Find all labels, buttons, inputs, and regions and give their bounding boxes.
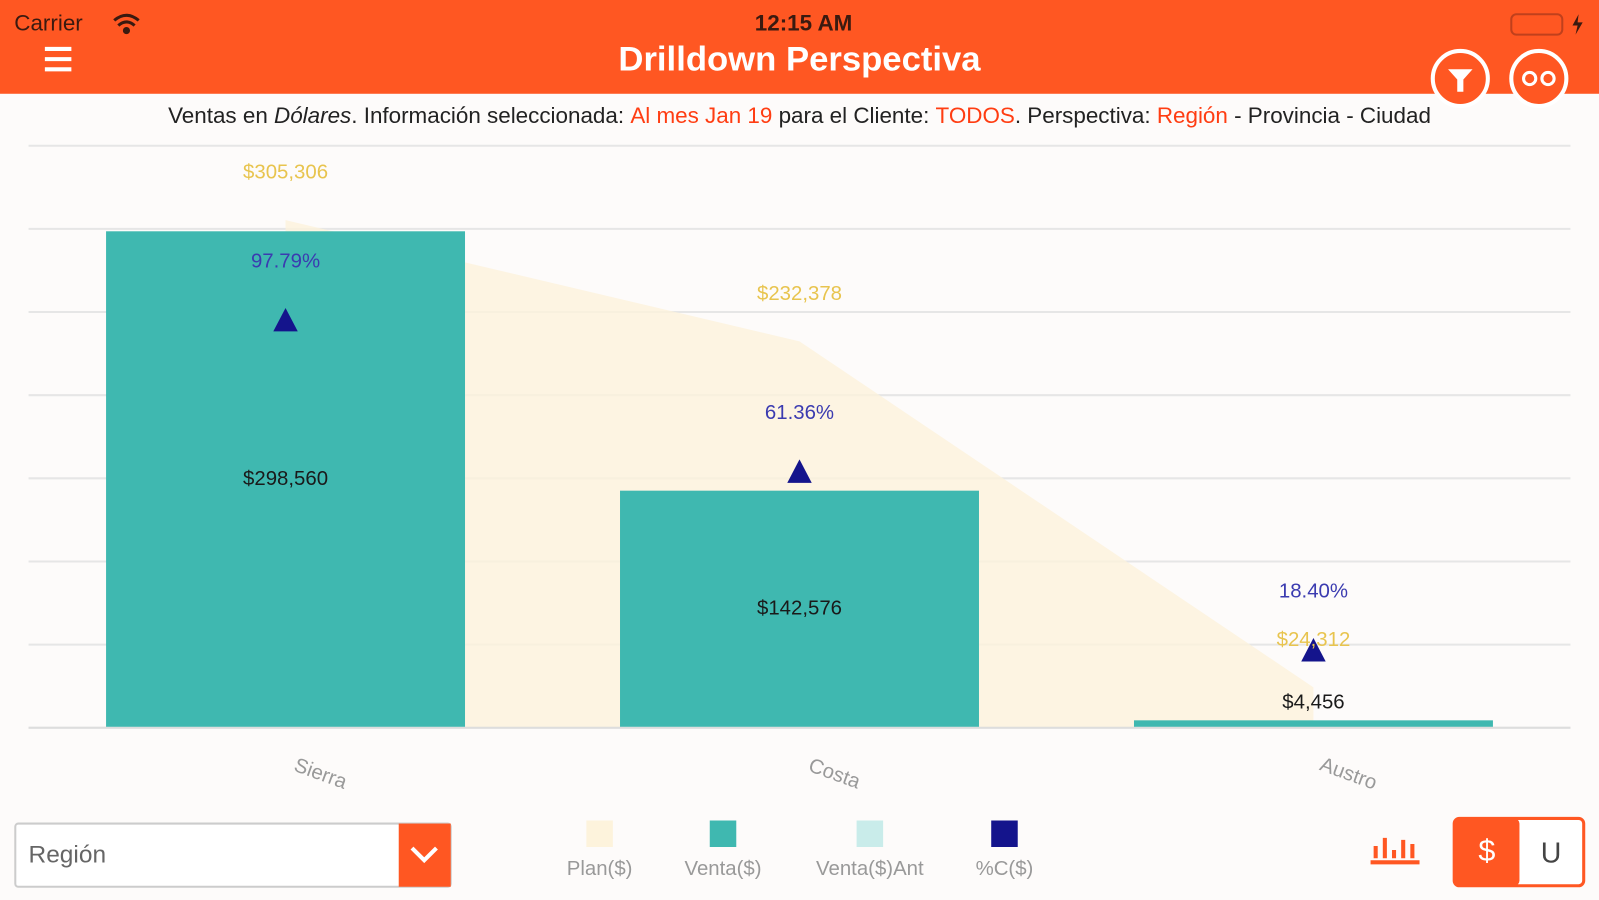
dropdown-label: Región (29, 842, 107, 869)
subtitle-segment: Ventas en (168, 103, 274, 128)
battery-icon (1510, 13, 1583, 36)
percent-label: 18.40% (1279, 581, 1348, 603)
toggle-units[interactable]: U (1541, 838, 1562, 870)
unit-toggle[interactable]: $ U (1452, 816, 1586, 888)
legend-swatch (856, 820, 884, 847)
legend-label: Venta($) (684, 858, 761, 880)
bar-label: $298,560 (243, 468, 328, 490)
filter-button[interactable] (1430, 48, 1490, 109)
legend-swatch (709, 820, 737, 847)
marker (787, 459, 812, 483)
subtitle-segment: TODOS (936, 103, 1015, 128)
legend-label: %C($) (976, 858, 1034, 880)
subtitle-segment: Al mes Jan 19 (630, 103, 772, 128)
plan-label: $305,306 (243, 162, 328, 184)
subtitle-segment: - Provincia - Ciudad (1228, 103, 1431, 128)
header-bar (0, 0, 1599, 94)
carrier: Carrier (14, 10, 83, 35)
bar-label: $142,576 (757, 598, 842, 620)
marker (1301, 638, 1326, 662)
subtitle: Ventas en Dólares. Información seleccion… (168, 103, 1431, 128)
subtitle-segment: . Información seleccionada: (351, 103, 630, 128)
menu-button[interactable] (44, 46, 72, 72)
header-title: Drilldown Perspectiva (618, 40, 981, 78)
wifi-icon (113, 13, 140, 35)
percent-label: 61.36% (765, 402, 834, 424)
plan-label: $232,378 (757, 283, 842, 305)
chart-type-button[interactable] (1370, 837, 1420, 865)
subtitle-segment: para el Cliente: (772, 103, 935, 128)
plan-label: $24,312 (1277, 629, 1351, 651)
clock: 12:15 AM (755, 10, 853, 35)
legend-swatch (586, 820, 613, 847)
toggle-dollar[interactable]: $ (1478, 834, 1495, 868)
bar (620, 490, 979, 728)
subtitle-segment: Dólares (274, 103, 351, 128)
legend-label: Plan($) (567, 858, 633, 880)
subtitle-segment: . Perspectiva: (1015, 103, 1157, 128)
settings-button[interactable] (1509, 48, 1569, 109)
legend-swatch (991, 820, 1018, 847)
percent-label: 97.79% (251, 251, 320, 273)
marker (273, 307, 298, 332)
x-tick-label: Sierra (291, 754, 350, 793)
x-tick-label: Austro (1317, 754, 1380, 795)
bar (1133, 720, 1493, 728)
x-tick-label: Costa (806, 755, 864, 794)
legend: Plan($) Venta($) Venta($)Ant %C($) (567, 820, 1034, 880)
bar-label: $4,456 (1282, 691, 1344, 713)
legend-label: Venta($)Ant (816, 858, 924, 880)
dropdown[interactable]: Región (14, 822, 452, 888)
subtitle-segment: Región (1157, 103, 1228, 128)
plot: $305,306 $232,378 $24,312 $298,560 $142,576 $… (28, 144, 1571, 795)
